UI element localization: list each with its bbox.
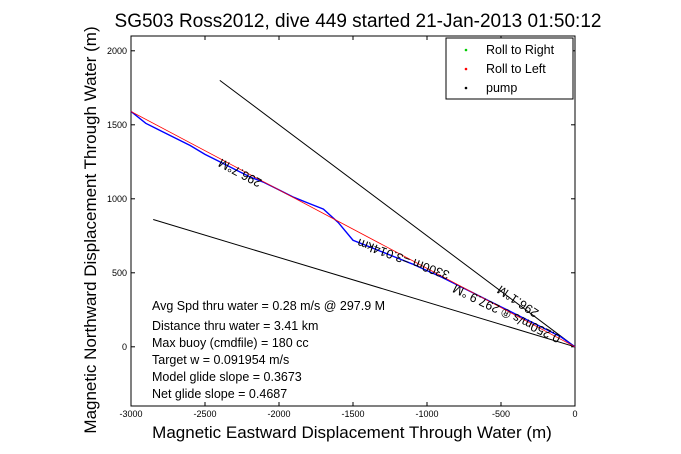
x-tick-label: -1500 xyxy=(341,409,364,419)
legend-marker xyxy=(464,86,468,90)
x-tick-label: -1000 xyxy=(415,409,438,419)
legend-marker xyxy=(464,48,468,52)
x-axis-label: Magnetic Eastward Displacement Through W… xyxy=(152,423,552,442)
y-tick-label: 2000 xyxy=(107,46,127,56)
y-tick-label: 0 xyxy=(122,342,127,352)
y-axis-label: Magnetic Northward Displacement Through … xyxy=(81,26,100,433)
annotation-label: 296.7°M xyxy=(216,156,264,190)
legend-marker xyxy=(464,67,468,71)
stats-block: Avg Spd thru water = 0.28 m/s @ 297.9 M … xyxy=(152,299,385,401)
stat-avg-speed: Avg Spd thru water = 0.28 m/s @ 297.9 M xyxy=(152,299,385,313)
series-line-1 xyxy=(130,110,576,348)
y-tick-label: 1500 xyxy=(107,120,127,130)
legend-label: Roll to Left xyxy=(486,62,546,76)
y-tick-label: 500 xyxy=(112,268,127,278)
chart-title: SG503 Ross2012, dive 449 started 21-Jan-… xyxy=(115,11,602,32)
legend-label: Roll to Right xyxy=(486,43,555,57)
y-tick-label: 1000 xyxy=(107,194,127,204)
annotation-label: 3300m =3.014km xyxy=(355,236,451,282)
series-line-2 xyxy=(130,111,576,348)
x-tick-label: -2500 xyxy=(193,409,216,419)
reference-line-1 xyxy=(219,80,576,348)
legend-label: pump xyxy=(486,81,517,95)
stat-net-glide: Net glide slope = 0.4687 xyxy=(152,387,287,401)
reference-line-2 xyxy=(153,219,576,348)
x-tick-label: 0 xyxy=(572,409,577,419)
stat-model-glide: Model glide slope = 0.3673 xyxy=(152,370,302,384)
legend: Roll to Right Roll to Left pump xyxy=(445,37,574,100)
x-tick-label: -2000 xyxy=(267,409,290,419)
stat-target-w: Target w = 0.091954 m/s xyxy=(152,353,289,367)
x-tick-label: -3000 xyxy=(119,409,142,419)
stat-max-buoy: Max buoy (cmdfile) = 180 cc xyxy=(152,336,309,350)
stat-distance: Distance thru water = 3.41 km xyxy=(152,319,318,333)
x-tick-label: -500 xyxy=(492,409,510,419)
